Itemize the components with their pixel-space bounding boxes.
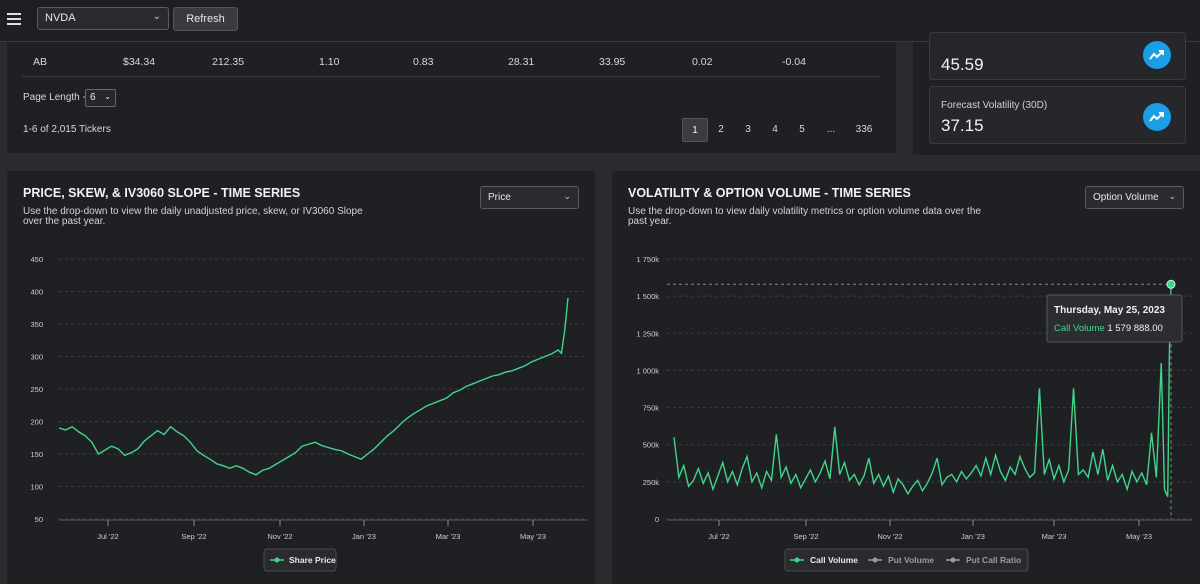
x-tick-label: Mar '23	[436, 532, 461, 541]
x-tick-label: Jan '23	[961, 532, 985, 541]
x-tick-label: May '23	[1126, 532, 1152, 541]
trend-up-icon	[1143, 103, 1171, 131]
metric-card: Forecast Volatility (30D) 37.15	[929, 86, 1186, 144]
volume-chart-panel: VOLATILITY & OPTION VOLUME - TIME SERIES…	[612, 171, 1200, 584]
legend-put-volume: Put Volume	[868, 555, 934, 565]
metric-value: 45.59	[941, 55, 984, 74]
chart-legend: Call Volume Put Volume Put Call Ratio	[784, 548, 1029, 572]
table-cell: 0.02	[692, 56, 713, 68]
y-tick-label: 250	[30, 385, 43, 394]
trend-up-icon	[1143, 41, 1171, 69]
ticker-select-value: NVDA	[45, 12, 76, 24]
page-length-label: Page Length -	[23, 92, 86, 103]
metric-label: Forecast Volatility (30D)	[941, 100, 1048, 111]
page-button-last[interactable]: 336	[855, 124, 873, 135]
y-tick-label: 100	[30, 483, 43, 492]
ticker-table-panel: AB $34.34 212.35 1.10 0.83 28.31 33.95 0…	[7, 42, 896, 153]
volume-chart: 1 750k 1 500k 1 250k 1 000k 750k 500k 250k 0 Jul…	[636, 255, 1192, 572]
legend-label: Call Volume	[810, 555, 858, 565]
share-price-line	[58, 297, 569, 476]
price-metric-select[interactable]: Price ⌄	[480, 186, 579, 209]
page-button-2[interactable]: 2	[718, 124, 724, 135]
volume-metric-select[interactable]: Option Volume ⌄	[1085, 186, 1184, 209]
price-metric-select-value: Price	[488, 192, 511, 203]
refresh-button[interactable]: Refresh	[173, 7, 238, 31]
volume-metric-select-value: Option Volume	[1093, 192, 1159, 203]
y-tick-label: 150	[30, 450, 43, 459]
y-tick-label: 450	[30, 255, 43, 264]
x-tick-label: Mar '23	[1042, 532, 1067, 541]
page-button-3[interactable]: 3	[745, 124, 751, 135]
metrics-panel: 45.59 Forecast Volatility (30D) 37.15	[913, 32, 1200, 155]
table-cell: -0.04	[782, 56, 806, 68]
y-tick-label: 1 500k	[636, 292, 659, 301]
row-divider	[22, 76, 881, 77]
y-tick-label: 500k	[643, 441, 660, 450]
metric-card: 45.59	[929, 32, 1186, 80]
price-chart: 450 400 350 300 250 200 150 100 50 Jul '22 Sep '22…	[30, 255, 587, 572]
chart-description: Use the drop-down to view the daily unad…	[23, 206, 363, 227]
table-cell: 0.83	[413, 56, 434, 68]
price-chart-panel: PRICE, SKEW, & IV3060 SLOPE - TIME SERIE…	[7, 171, 595, 584]
x-tick-label: Jul '22	[97, 532, 118, 541]
tooltip-value: Call Volume 1 579 888.00	[1054, 323, 1163, 334]
legend-label: Put Call Ratio	[966, 555, 1021, 565]
metric-value: 37.15	[941, 116, 984, 135]
chart-title: PRICE, SKEW, & IV3060 SLOPE - TIME SERIE…	[23, 186, 301, 200]
legend-share-price: Share Price	[263, 548, 337, 572]
table-cell: AB	[33, 56, 48, 68]
x-tick-label: Sep '22	[181, 532, 206, 541]
legend-put-call-ratio: Put Call Ratio	[946, 555, 1021, 565]
table-cell: 28.31	[508, 56, 535, 68]
call-volume-line	[673, 284, 1172, 497]
y-tick-label: 250k	[643, 478, 660, 487]
tooltip-date: Thursday, May 25, 2023	[1054, 305, 1165, 316]
chevron-down-icon: ⌄	[563, 191, 571, 201]
chart-tooltip: Thursday, May 25, 2023 Call Volume 1 579 …	[1046, 294, 1183, 343]
table-cell: 212.35	[212, 56, 245, 68]
y-tick-label: 400	[30, 288, 43, 297]
table-cell: $34.34	[123, 56, 156, 68]
y-tick-label: 50	[35, 515, 43, 524]
chart-title: VOLATILITY & OPTION VOLUME - TIME SERIES	[628, 186, 911, 200]
y-tick-label: 1 750k	[636, 255, 659, 264]
ticker-count: 1-6 of 2,015 Tickers	[23, 124, 111, 135]
page-button-5[interactable]: 5	[799, 124, 805, 135]
x-tick-label: Jan '23	[352, 532, 376, 541]
y-tick-label: 1 000k	[636, 366, 659, 375]
top-bar: NVDA ⌄ Refresh	[0, 0, 1200, 42]
page-length-value: 6	[90, 92, 96, 103]
ticker-select[interactable]: NVDA ⌄	[37, 7, 169, 30]
x-tick-label: May '23	[520, 532, 546, 541]
legend-label: Share Price	[289, 555, 336, 565]
x-tick-label: Nov '22	[267, 532, 292, 541]
page-button-4[interactable]: 4	[772, 124, 778, 135]
y-tick-label: 200	[30, 418, 43, 427]
table-cell: 1.10	[319, 56, 340, 68]
chevron-down-icon: ⌄	[104, 92, 111, 101]
x-tick-label: Nov '22	[877, 532, 902, 541]
y-tick-label: 350	[30, 320, 43, 329]
x-tick-label: Sep '22	[793, 532, 818, 541]
page-button-1[interactable]: 1	[682, 118, 708, 142]
page-length-select[interactable]: 6 ⌄	[85, 89, 116, 107]
table-cell: 33.95	[599, 56, 626, 68]
chart-description: Use the drop-down to view daily volatili…	[628, 206, 981, 227]
chevron-down-icon: ⌄	[1168, 191, 1176, 201]
y-tick-label: 750k	[643, 404, 660, 413]
hover-point	[1166, 279, 1176, 289]
page-ellipsis: ...	[826, 124, 836, 135]
legend-label: Put Volume	[888, 555, 934, 565]
y-tick-label: 300	[30, 353, 43, 362]
y-tick-label: 0	[655, 515, 659, 524]
legend-call-volume: Call Volume	[790, 555, 858, 565]
chevron-down-icon: ⌄	[152, 11, 161, 22]
y-tick-label: 1 250k	[636, 329, 659, 338]
x-tick-label: Jul '22	[708, 532, 729, 541]
menu-icon[interactable]	[7, 13, 21, 25]
